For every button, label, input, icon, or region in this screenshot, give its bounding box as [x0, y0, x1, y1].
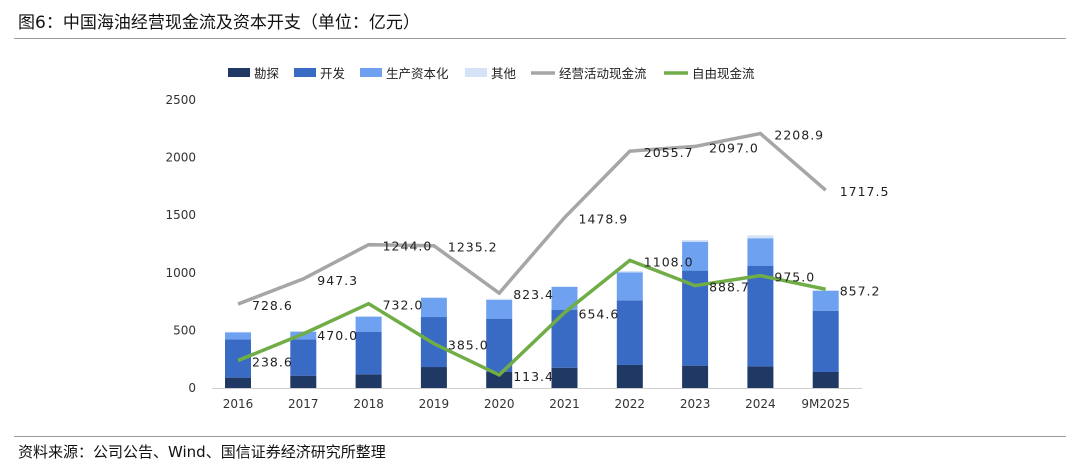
- bar-开发: [747, 266, 774, 367]
- bar-勘探: [355, 374, 382, 388]
- legend-label: 勘探: [254, 66, 280, 81]
- legend-label: 经营活动现金流: [559, 66, 647, 81]
- bar-勘探: [551, 367, 578, 388]
- legend-label: 自由现金流: [692, 66, 755, 81]
- data-label: 947.3: [317, 273, 358, 288]
- data-label: 728.6: [252, 298, 293, 313]
- bar-生产资本化: [420, 298, 447, 318]
- bar-勘探: [225, 377, 251, 388]
- data-label: 857.2: [840, 283, 881, 298]
- bar-生产资本化: [616, 272, 643, 301]
- bar-开发: [290, 339, 317, 376]
- bar-生产资本化: [486, 299, 513, 319]
- bar-生产资本化: [682, 241, 709, 271]
- bar-生产资本化: [355, 316, 382, 332]
- bar-其他: [682, 239, 709, 242]
- x-tick-label: 2018: [353, 397, 384, 411]
- data-label: 1478.9: [579, 212, 629, 227]
- data-label: 238.6: [252, 355, 293, 370]
- line-经营活动现金流: [237, 131, 827, 306]
- data-label: 2097.0: [709, 140, 759, 155]
- x-tick-label: 2017: [288, 397, 319, 411]
- bar-生产资本化: [225, 332, 251, 340]
- data-label: 470.0: [317, 328, 358, 343]
- x-tick-label: 2024: [745, 397, 776, 411]
- data-label: 2208.9: [774, 128, 824, 143]
- figure-title: 图6：中国海油经营现金流及资本开支（单位：亿元）: [18, 13, 420, 33]
- x-tick-label: 2022: [615, 397, 646, 411]
- data-label: 2055.7: [644, 145, 694, 160]
- source-note: 资料来源：公司公告、Wind、国信证券经济研究所整理: [18, 443, 386, 461]
- legend-swatch: [360, 68, 382, 77]
- y-tick-label: 2500: [165, 93, 196, 107]
- bar-勘探: [682, 365, 709, 388]
- y-tick-label: 500: [173, 323, 196, 337]
- legend-label: 开发: [320, 66, 346, 81]
- bar-其他: [420, 296, 447, 299]
- bar-勘探: [290, 375, 317, 388]
- bar-其他: [355, 316, 382, 317]
- bar-其他: [616, 270, 643, 273]
- legend-swatch: [294, 68, 316, 77]
- data-label: 888.7: [709, 280, 750, 295]
- data-label: 1108.0: [644, 254, 694, 269]
- legend-label: 生产资本化: [386, 66, 449, 81]
- data-label: 654.6: [579, 307, 620, 322]
- data-label: 385.0: [448, 338, 489, 353]
- bar-其他: [747, 235, 774, 239]
- data-label: 1244.0: [383, 239, 433, 254]
- bar-开发: [486, 318, 513, 372]
- bar-勘探: [747, 366, 774, 388]
- data-label: 1717.5: [840, 184, 890, 199]
- bar-生产资本化: [747, 238, 774, 267]
- y-tick-label: 0: [188, 381, 196, 395]
- bar-开发: [812, 310, 839, 372]
- bar-开发: [355, 331, 382, 375]
- data-label: 823.4: [513, 287, 554, 302]
- bar-其他: [486, 298, 513, 300]
- legend-swatch: [228, 68, 250, 77]
- data-label: 732.0: [383, 298, 424, 313]
- x-tick-label: 2023: [680, 397, 711, 411]
- data-label: 113.4: [513, 369, 554, 384]
- top-divider: [14, 38, 1066, 39]
- y-tick-label: 1500: [165, 208, 196, 222]
- legend-label: 其他: [491, 66, 517, 81]
- legend-swatch: [465, 68, 487, 77]
- bar-其他: [290, 331, 317, 332]
- x-tick-label: 2021: [549, 397, 580, 411]
- bar-勘探: [616, 364, 643, 388]
- data-label: 975.0: [774, 270, 815, 285]
- bar-开发: [616, 300, 643, 365]
- y-tick-label: 1000: [165, 266, 196, 280]
- bar-其他: [551, 286, 578, 287]
- x-tick-label: 2016: [223, 397, 254, 411]
- bar-其他: [225, 331, 251, 333]
- y-tick-label: 2000: [165, 151, 196, 165]
- bar-生产资本化: [551, 286, 578, 311]
- bar-勘探: [420, 367, 447, 388]
- line-自由现金流: [237, 258, 827, 378]
- bar-勘探: [486, 371, 513, 388]
- data-label: 1235.2: [448, 240, 498, 255]
- x-tick-label: 2020: [484, 397, 515, 411]
- x-tick-label: 9M2025: [801, 397, 850, 411]
- bottom-divider: [14, 436, 1066, 437]
- x-tick-label: 2019: [419, 397, 450, 411]
- bar-生产资本化: [812, 290, 839, 311]
- bar-开发: [551, 310, 578, 368]
- bar-勘探: [812, 371, 839, 388]
